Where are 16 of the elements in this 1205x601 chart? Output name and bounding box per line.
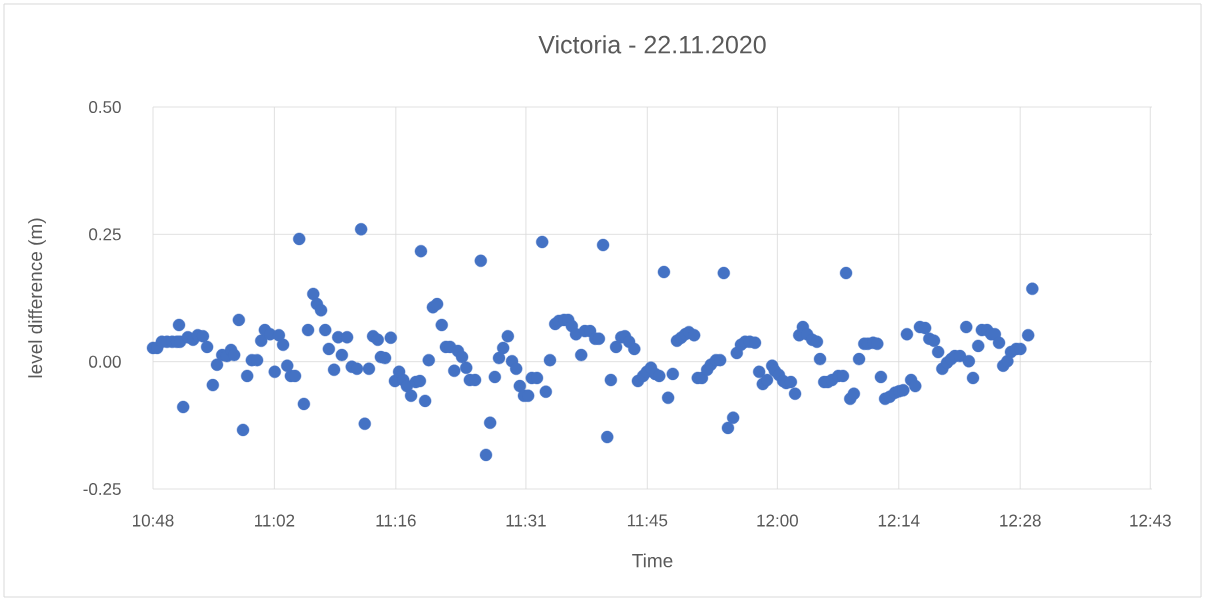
y-tick-label: 0.50 bbox=[89, 100, 121, 114]
y-axis-title: level difference (m) bbox=[28, 218, 46, 378]
x-tick-label: 12:43 bbox=[1130, 514, 1171, 527]
y-tick-label: -0.25 bbox=[83, 482, 121, 496]
x-tick-label: 11:02 bbox=[255, 514, 295, 527]
y-tick-label: 0.25 bbox=[89, 228, 121, 241]
x-axis-title: Time bbox=[632, 553, 673, 568]
x-tick-label: 12:14 bbox=[878, 514, 920, 527]
chart-title: Victoria - 22.11.2020 bbox=[538, 35, 766, 54]
y-tick-label: 0.00 bbox=[89, 355, 121, 368]
x-tick-label: 12:28 bbox=[1000, 514, 1041, 527]
x-tick-label: 12:00 bbox=[757, 514, 798, 527]
x-tick-label: 11:45 bbox=[627, 514, 668, 527]
x-tick-label: 10:48 bbox=[133, 514, 174, 527]
x-tick-label: 11:16 bbox=[376, 514, 416, 527]
x-tick-label: 11:31 bbox=[506, 514, 546, 527]
